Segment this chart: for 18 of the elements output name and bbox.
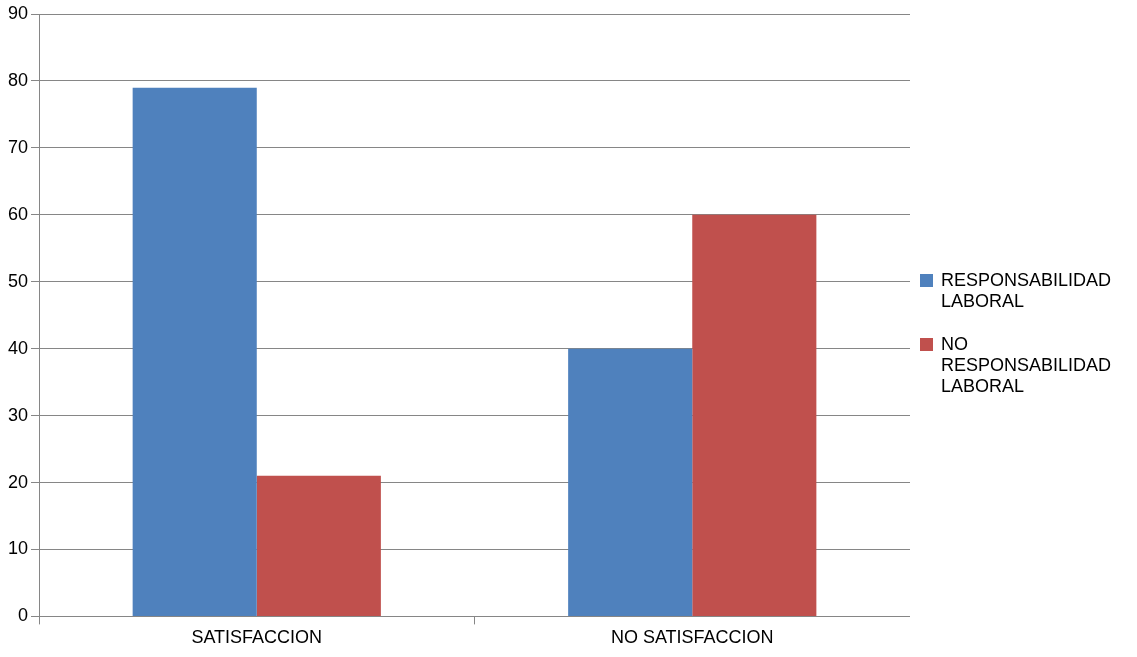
y-tick-label: 10	[7, 538, 29, 559]
y-tick-label: 0	[18, 605, 29, 626]
bar	[256, 475, 381, 616]
legend-label: NO RESPONSABILIDAD LABORAL	[941, 334, 1113, 397]
x-tick-label: SATISFACCION	[191, 627, 323, 648]
y-tick-label: 20	[7, 471, 29, 492]
legend-label: RESPONSABILIDAD LABORAL	[941, 270, 1113, 312]
y-tick-label: 60	[7, 203, 29, 224]
bar	[692, 214, 817, 616]
bar	[568, 348, 693, 616]
x-tick-label: NO SATISFACCION	[610, 627, 774, 648]
y-tick-label: 50	[7, 270, 29, 291]
bar	[132, 87, 257, 616]
y-tick-label: 40	[7, 337, 29, 358]
y-tick-label: 30	[7, 404, 29, 425]
y-tick-label: 90	[7, 2, 29, 23]
y-tick-label: 70	[7, 136, 29, 157]
y-tick-label: 80	[7, 69, 29, 90]
